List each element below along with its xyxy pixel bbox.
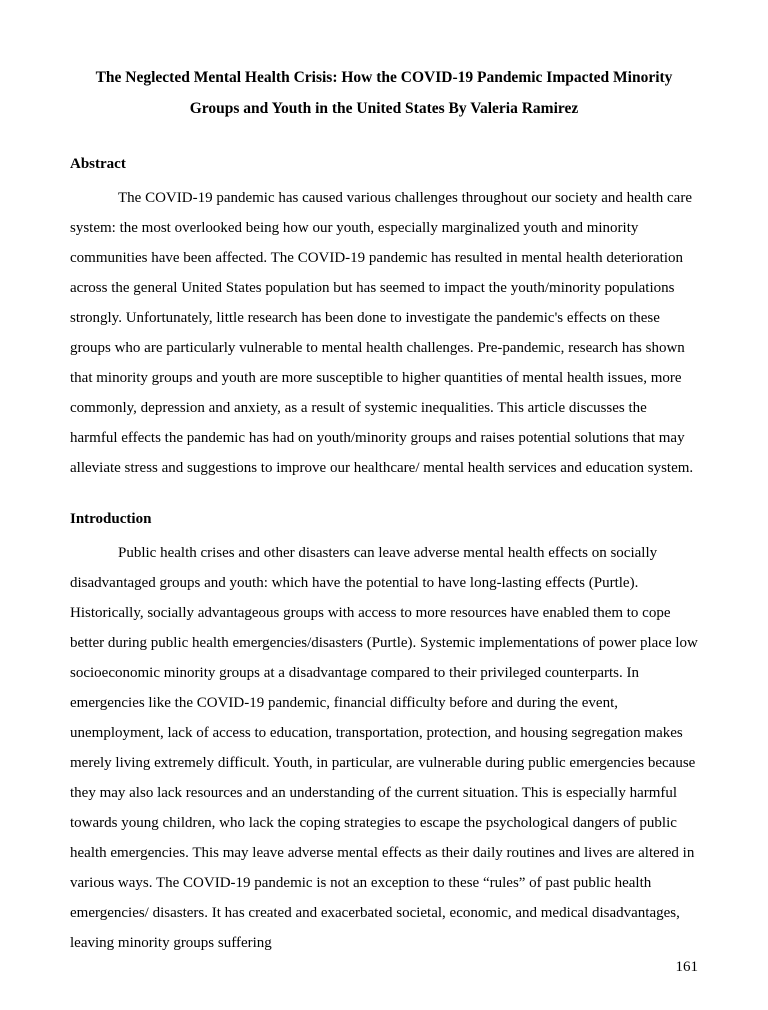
abstract-heading: Abstract [70, 156, 698, 173]
abstract-body: The COVID-19 pandemic has caused various… [70, 183, 698, 483]
document-title: The Neglected Mental Health Crisis: How … [70, 62, 698, 124]
page-number: 161 [676, 959, 699, 976]
introduction-body: Public health crises and other disasters… [70, 538, 698, 958]
introduction-heading: Introduction [70, 511, 698, 528]
